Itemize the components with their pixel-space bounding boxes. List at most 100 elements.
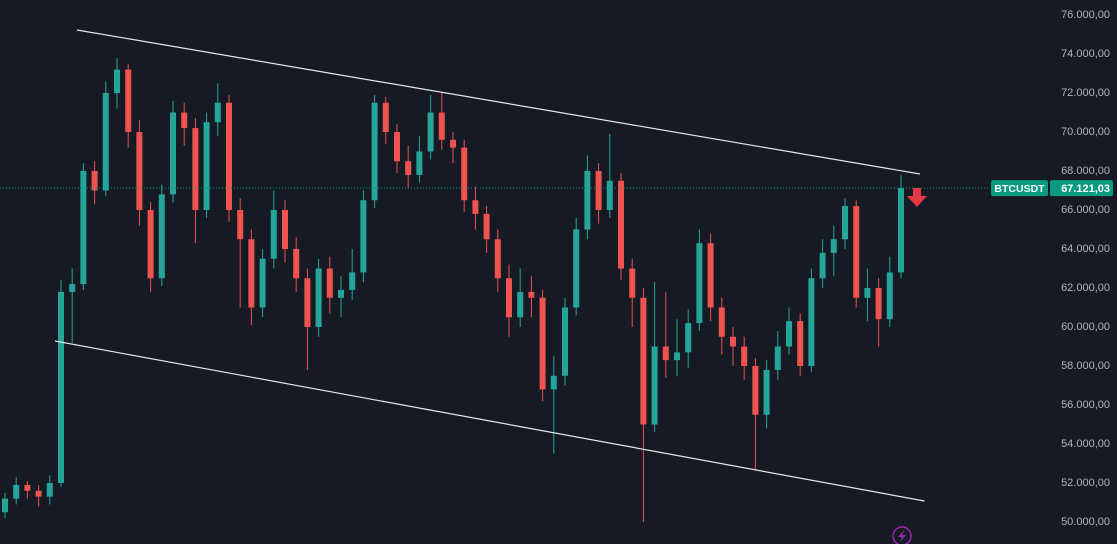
sell-arrow [907, 188, 927, 207]
candle-body [226, 102, 232, 210]
candle-body [214, 102, 221, 123]
candle-body [898, 188, 904, 273]
y-tick-label: 50.000,00 [1061, 516, 1110, 528]
candle-body [192, 128, 199, 210]
lightning-icon[interactable] [892, 526, 912, 544]
candle-body [730, 336, 736, 347]
y-tick-label: 52.000,00 [1061, 477, 1110, 489]
candle-body [91, 170, 98, 191]
candle-body [494, 239, 501, 279]
candle-body [360, 200, 367, 273]
candle-body [595, 170, 602, 210]
symbol-badge [991, 180, 1048, 197]
candle-body [662, 346, 669, 361]
candle-body [774, 346, 781, 370]
symbol-label: BTCUSDT [994, 183, 1045, 195]
y-tick-label: 70.000,00 [1061, 126, 1110, 138]
candle-body [517, 291, 524, 318]
candle-body [349, 272, 356, 290]
candle-body [606, 180, 613, 210]
candle-body [842, 206, 848, 240]
y-tick-label: 54.000,00 [1061, 438, 1110, 450]
y-tick-label: 62.000,00 [1061, 282, 1110, 294]
candle-body [875, 288, 882, 320]
candle-body [550, 375, 557, 390]
candle-body [416, 151, 423, 175]
candle-body [237, 209, 244, 240]
candle-body [707, 243, 714, 308]
candle-body [13, 484, 20, 499]
y-tick-label: 74.000,00 [1061, 48, 1110, 60]
candle-body [147, 209, 154, 279]
candle-body [461, 147, 468, 201]
candle-body [573, 229, 580, 308]
candle-body [405, 161, 412, 175]
candle-body [853, 206, 860, 298]
candle-body [125, 69, 132, 132]
candle-body [315, 268, 322, 328]
y-tick-label: 56.000,00 [1061, 399, 1110, 411]
candle-body [830, 239, 837, 253]
price-label: 67.121,03 [1061, 183, 1110, 195]
candle-body [46, 483, 53, 497]
candle-body [651, 346, 658, 425]
candle-body [741, 346, 748, 367]
candle-body [539, 297, 546, 390]
candle-body [69, 284, 76, 292]
candle-body [35, 490, 42, 497]
candle-body [562, 307, 568, 376]
candle-body [58, 291, 64, 484]
candle-body [170, 112, 176, 195]
y-tick-label: 64.000,00 [1061, 243, 1110, 255]
candle-body [528, 291, 535, 298]
candle-body [371, 102, 378, 201]
y-tick-label: 68.000,00 [1061, 165, 1110, 177]
candle-body [640, 297, 647, 425]
candle-body [629, 268, 636, 298]
candle-body [394, 131, 400, 162]
candle-body [181, 112, 188, 129]
candle-body [293, 248, 300, 279]
candle-body [864, 288, 871, 298]
candle-body [718, 307, 725, 337]
y-tick-label: 60.000,00 [1061, 321, 1110, 333]
y-tick-label: 58.000,00 [1061, 360, 1110, 372]
y-tick-label: 66.000,00 [1061, 204, 1110, 216]
candle-body [259, 258, 266, 308]
candle-body [584, 170, 591, 230]
candle-body [674, 352, 680, 361]
candle-body [786, 321, 792, 347]
candle-body [282, 209, 288, 249]
candle-body [618, 180, 624, 269]
price-badge [1050, 180, 1113, 197]
candle-body [382, 102, 389, 132]
candle-body [808, 278, 815, 367]
candle-body [506, 278, 512, 318]
candle-body [270, 209, 277, 259]
candle-body [338, 289, 344, 298]
candle-body [248, 239, 255, 308]
candle-body [80, 170, 87, 285]
candle-body [2, 498, 8, 513]
candle-body [797, 321, 804, 367]
candle-body [483, 213, 490, 240]
candle-body [472, 200, 479, 214]
candle-body [203, 122, 210, 210]
candle-body [438, 112, 445, 140]
candle-body [763, 369, 770, 415]
candle-body [24, 484, 31, 491]
trendline [54, 340, 925, 502]
candle-body [696, 243, 703, 324]
candle-body [114, 69, 120, 93]
trendline [76, 29, 921, 175]
candle-body [326, 268, 333, 298]
candle-body [136, 131, 143, 210]
candle-body [819, 252, 826, 279]
candle-body [427, 112, 434, 152]
candle-body [158, 194, 165, 279]
candle-body [450, 139, 456, 148]
y-tick-label: 76.000,00 [1061, 9, 1110, 21]
candle-body [102, 92, 109, 191]
